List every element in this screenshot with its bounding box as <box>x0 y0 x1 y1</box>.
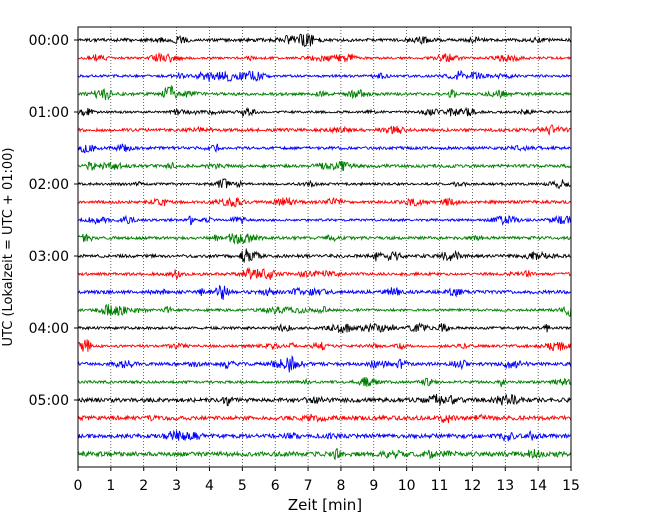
seismic-traces <box>77 33 572 461</box>
x-axis-ticks: 0 1 2 3 4 5 6 7 8 9 10 11 12 13 14 15 <box>74 467 580 494</box>
trace-0045 <box>77 84 572 101</box>
trace-0000 <box>77 33 572 48</box>
trace-0230 <box>77 214 572 226</box>
x-tick-label: 7 <box>304 478 313 494</box>
x-tick-label: 8 <box>336 478 345 494</box>
grid-lines <box>110 27 539 467</box>
trace-0130 <box>77 143 572 154</box>
trace-0400 <box>77 322 572 334</box>
x-axis-label: Zeit [min] <box>288 496 362 514</box>
trace-0145 <box>77 160 572 171</box>
trace-0415 <box>77 339 572 352</box>
y-tick-label: 00:00 <box>29 33 69 49</box>
trace-0100 <box>77 106 572 118</box>
y-tick-label: 01:00 <box>29 105 69 121</box>
x-tick-label: 3 <box>172 478 181 494</box>
trace-0200 <box>77 178 572 190</box>
trace-0345 <box>77 303 572 317</box>
x-tick-label: 14 <box>529 478 547 494</box>
trace-0030 <box>77 69 572 82</box>
trace-0445 <box>78 376 572 388</box>
y-tick-label: 02:00 <box>29 177 69 193</box>
trace-0315 <box>77 266 572 281</box>
x-tick-label: 9 <box>369 478 378 494</box>
y-axis-label: UTC (Lokalzeit = UTC + 01:00) <box>1 148 16 347</box>
y-tick-label: 03:00 <box>29 249 69 265</box>
x-tick-label: 6 <box>271 478 280 494</box>
x-tick-label: 15 <box>562 478 580 494</box>
y-axis-ticks: 00:00 01:00 02:00 03:00 04:00 05:00 <box>29 33 78 409</box>
x-tick-label: 5 <box>238 478 247 494</box>
x-tick-label: 13 <box>496 478 514 494</box>
plot-frame <box>77 26 572 468</box>
x-tick-label: 2 <box>139 478 148 494</box>
y-tick-label: 05:00 <box>29 393 69 409</box>
trace-0515 <box>77 413 572 424</box>
trace-0215 <box>77 196 572 208</box>
trace-0015 <box>77 51 572 63</box>
x-tick-label: 4 <box>205 478 214 494</box>
x-tick-label: 12 <box>463 478 481 494</box>
trace-0500 <box>77 393 571 407</box>
trace-0430 <box>77 354 572 373</box>
trace-0530 <box>77 429 571 442</box>
trace-0115 <box>77 124 572 136</box>
x-tick-label: 0 <box>74 478 83 494</box>
trace-0300 <box>77 248 572 263</box>
trace-0245 <box>78 232 572 245</box>
x-tick-label: 11 <box>431 478 449 494</box>
x-tick-label: 10 <box>398 478 416 494</box>
trace-0330 <box>77 285 572 300</box>
trace-0545 <box>77 448 572 461</box>
x-tick-label: 1 <box>106 478 115 494</box>
y-tick-label: 04:00 <box>29 321 69 337</box>
